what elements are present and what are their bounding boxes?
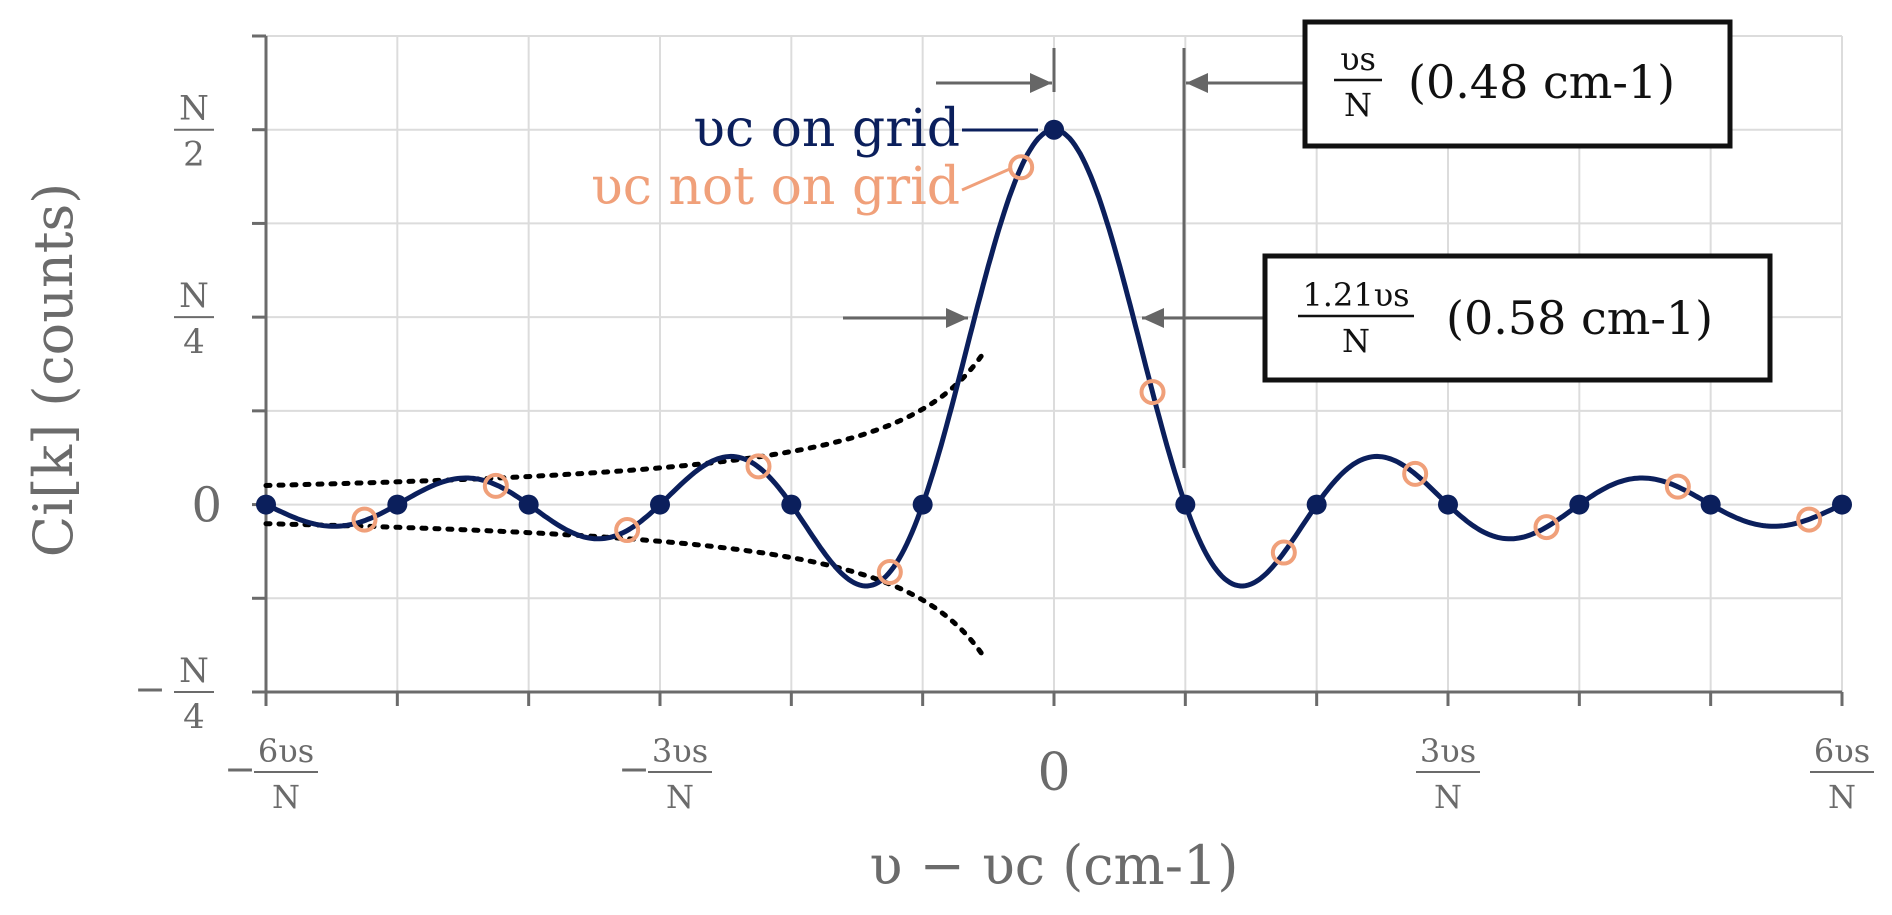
point-on-grid [387, 494, 408, 515]
x-tick-label-den: N [272, 778, 300, 816]
x-tick-label-den: N [666, 778, 694, 816]
y-tick-label-sign: − [134, 667, 166, 711]
point-on-grid [781, 494, 802, 515]
point-not-on-grid [1402, 460, 1429, 487]
point-not-on-grid [745, 453, 772, 480]
x-tick-label-den: N [1434, 778, 1462, 816]
y-tick-label-den: 2 [183, 135, 205, 175]
y-tick-label-den: 4 [183, 697, 205, 737]
point-not-on-grid [1139, 379, 1166, 406]
y-tick-label-num: N [179, 89, 209, 129]
legend-label-on-grid: υc on grid [693, 99, 960, 159]
y-tick-label-den: 4 [183, 322, 205, 362]
legend-leader-not-on-grid [961, 166, 1013, 192]
x-axis-label: υ − υc (cm-1) [870, 834, 1239, 897]
point-not-on-grid [614, 517, 641, 544]
arrow-right-1-head [1186, 73, 1208, 93]
x-tick-label-num: 6υs [258, 732, 314, 770]
envelope-lower [263, 521, 985, 657]
annotations: υs N (0.48 cm-1) 1.21υs N (0.58 cm-1) [843, 19, 1773, 468]
point-on-grid [650, 494, 670, 515]
x-tick-label-num: 6υs [1814, 732, 1870, 770]
point-on-grid [1832, 494, 1852, 515]
point-not-on-grid [482, 472, 509, 499]
x-tick-label-den: N [1828, 778, 1856, 816]
point-not-on-grid [876, 559, 903, 586]
x-tick-label: 0 [1037, 743, 1070, 803]
point-on-grid [256, 494, 276, 515]
point-not-on-grid [1796, 506, 1823, 533]
x-tick-label-num: 3υs [1420, 732, 1476, 770]
x-tick-label-sign: − [618, 747, 650, 791]
point-on-grid [1044, 119, 1064, 140]
y-tick-label-num: N [179, 651, 209, 691]
envelope-upper [263, 352, 985, 488]
annotation-1-den: N [1344, 86, 1372, 124]
point-on-grid [1700, 494, 1721, 515]
point-not-on-grid [1270, 539, 1297, 566]
data-points [256, 119, 1852, 586]
annotation-box-2 [1262, 253, 1773, 383]
y-tick-label-num: N [179, 276, 209, 316]
annotation-1-value: (0.48 cm-1) [1408, 55, 1675, 109]
x-tick-label-sign: − [224, 747, 256, 791]
annotation-box-1 [1302, 19, 1733, 149]
point-on-grid [1306, 494, 1327, 515]
arrow-left-2-head [946, 308, 968, 328]
y-axis-label: Ci[k] (counts) [22, 183, 85, 557]
y-tick-label: 0 [191, 478, 222, 534]
point-not-on-grid [1664, 473, 1691, 500]
point-on-grid [1175, 494, 1196, 515]
annotation-1-num: υs [1340, 40, 1376, 78]
point-on-grid [518, 494, 539, 515]
point-not-on-grid [351, 506, 378, 533]
point-on-grid [1569, 494, 1590, 515]
point-not-on-grid [1533, 514, 1560, 541]
point-on-grid [1438, 494, 1458, 515]
sinc-envelope [263, 352, 985, 657]
annotation-2-den: N [1342, 322, 1370, 360]
annotation-2-value: (0.58 cm-1) [1446, 291, 1713, 345]
arrow-right-2-head [1142, 308, 1164, 328]
arrow-left-1-head [1030, 73, 1052, 93]
x-tick-label-num: 3υs [652, 732, 708, 770]
annotation-2-num: 1.21υs [1302, 276, 1409, 314]
legend-label-not-on-grid: υc not on grid [591, 157, 960, 217]
point-on-grid [912, 494, 933, 515]
legend: υc on grid υc not on grid [591, 99, 1038, 217]
